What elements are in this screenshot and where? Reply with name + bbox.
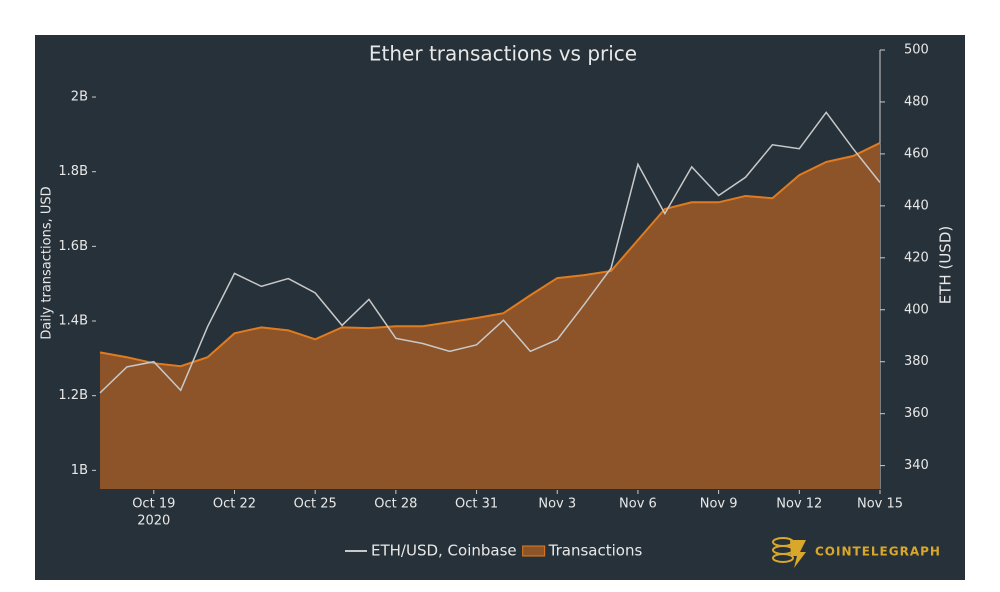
y2-tick-label: 400 xyxy=(904,302,929,317)
x-tick-label: Oct 25 xyxy=(294,497,337,512)
y-axis-title: Daily transactions, USD xyxy=(40,186,55,339)
x-tick-label: Oct 31 xyxy=(455,497,498,512)
y2-tick-label: 480 xyxy=(904,94,929,109)
y2-tick-label: 420 xyxy=(904,250,929,265)
y2-tick-label: 380 xyxy=(904,354,929,369)
y-tick-label: 1.4B xyxy=(58,314,88,329)
y-tick-label: 1.6B xyxy=(58,239,88,254)
x-tick-label: Nov 9 xyxy=(700,497,738,512)
y2-tick-label: 340 xyxy=(904,458,929,473)
price-line xyxy=(99,111,881,394)
x-tick-label: Nov 3 xyxy=(538,497,576,512)
y-tick-label: 1.8B xyxy=(58,164,88,179)
y2-tick-label: 360 xyxy=(904,406,929,421)
x-tick-label: Oct 19 xyxy=(132,497,175,512)
chart-title: Ether transactions vs price xyxy=(369,42,637,66)
y-tick-label: 1B xyxy=(71,463,88,478)
y2-tick-label: 500 xyxy=(904,43,929,58)
x-tick-year: 2020 xyxy=(137,514,170,529)
watermark-logo xyxy=(772,537,806,568)
y2-axis-title: ETH (USD) xyxy=(937,226,955,304)
x-tick-label: Oct 22 xyxy=(213,497,256,512)
x-tick-label: Oct 28 xyxy=(374,497,417,512)
y-tick-label: 1.2B xyxy=(58,388,88,403)
x-tick-label: Nov 12 xyxy=(776,497,822,512)
legend-label: ETH/USD, Coinbase xyxy=(371,542,517,560)
y2-tick-label: 460 xyxy=(904,146,929,161)
legend-swatch xyxy=(522,545,546,557)
transactions-line xyxy=(99,142,881,368)
y2-tick-label: 440 xyxy=(904,198,929,213)
legend-label: Transactions xyxy=(548,542,643,560)
watermark: COINTELEGRAPH xyxy=(815,545,941,559)
x-tick-label: Nov 15 xyxy=(857,497,903,512)
x-tick-label: Nov 6 xyxy=(619,497,657,512)
y-tick-label: 2B xyxy=(71,90,88,105)
